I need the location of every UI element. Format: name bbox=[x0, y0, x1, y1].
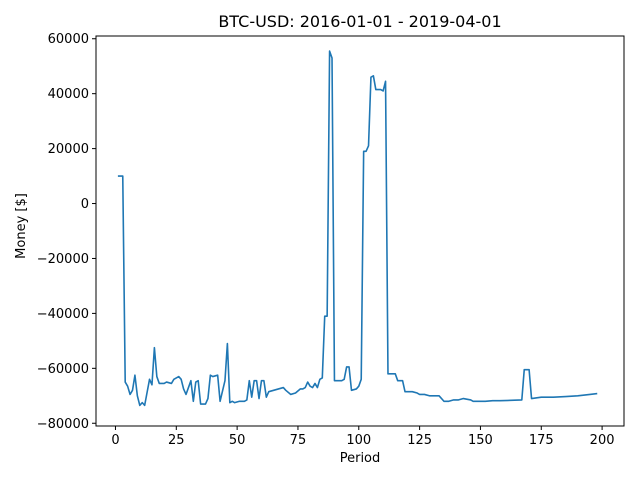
y-tick-label: −80000 bbox=[37, 417, 89, 432]
x-axis: 0 25 50 75 100 125 150 175 200 bbox=[111, 426, 615, 448]
x-tick-label: 125 bbox=[407, 433, 432, 448]
x-tick-label: 200 bbox=[590, 433, 615, 448]
y-tick-label: 60000 bbox=[48, 32, 89, 47]
x-tick-label: 75 bbox=[290, 433, 307, 448]
plot-frame bbox=[95, 35, 625, 427]
y-tick-label: 40000 bbox=[48, 87, 89, 102]
y-tick-label: −60000 bbox=[37, 362, 89, 377]
x-tick-label: 0 bbox=[111, 433, 119, 448]
y-axis: −80000 −60000 −40000 −20000 0 20000 40000 60000 bbox=[37, 32, 96, 432]
y-tick-label: 20000 bbox=[48, 142, 89, 157]
y-tick-label: −40000 bbox=[37, 307, 89, 322]
y-tick-label: −20000 bbox=[37, 252, 89, 267]
chart-title: BTC-USD: 2016-01-01 - 2019-04-01 bbox=[218, 12, 501, 31]
y-axis-label: Money [$] bbox=[14, 193, 29, 259]
x-axis-label: Period bbox=[340, 451, 381, 466]
x-tick-label: 50 bbox=[229, 433, 246, 448]
x-tick-label: 150 bbox=[468, 433, 493, 448]
x-tick-label: 175 bbox=[529, 433, 554, 448]
x-tick-label: 100 bbox=[346, 433, 371, 448]
series-line-0 bbox=[117, 50, 598, 407]
y-tick-label: 0 bbox=[81, 197, 89, 212]
x-tick-label: 25 bbox=[168, 433, 185, 448]
